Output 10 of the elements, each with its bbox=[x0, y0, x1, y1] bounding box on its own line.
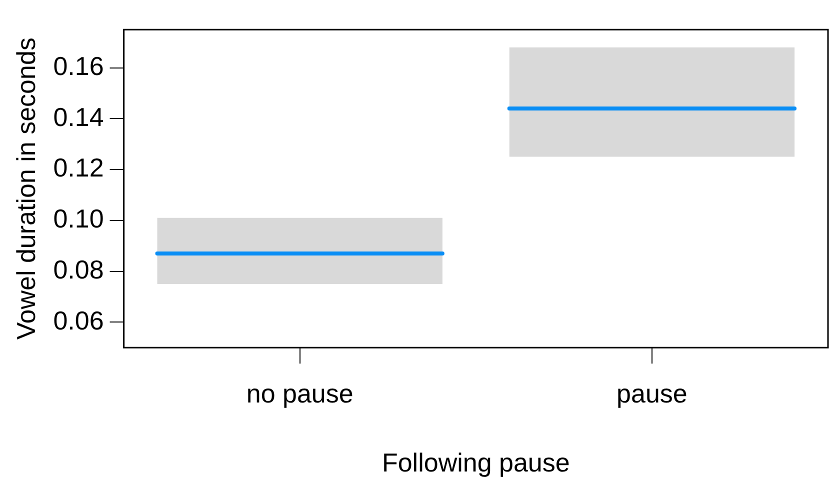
x-axis-title: Following pause bbox=[382, 448, 570, 478]
y-tick-label: 0.08 bbox=[53, 254, 104, 284]
y-tick-label: 0.06 bbox=[53, 305, 104, 336]
x-tick-label: no pause bbox=[246, 378, 354, 408]
x-tick-label: pause bbox=[616, 378, 688, 408]
y-tick-label: 0.14 bbox=[53, 102, 104, 132]
y-axis-title: Vowel duration in seconds bbox=[10, 38, 41, 340]
y-tick-label: 0.16 bbox=[53, 50, 104, 81]
y-tick-label: 0.10 bbox=[53, 204, 104, 234]
y-tick-label: 0.12 bbox=[53, 152, 104, 183]
